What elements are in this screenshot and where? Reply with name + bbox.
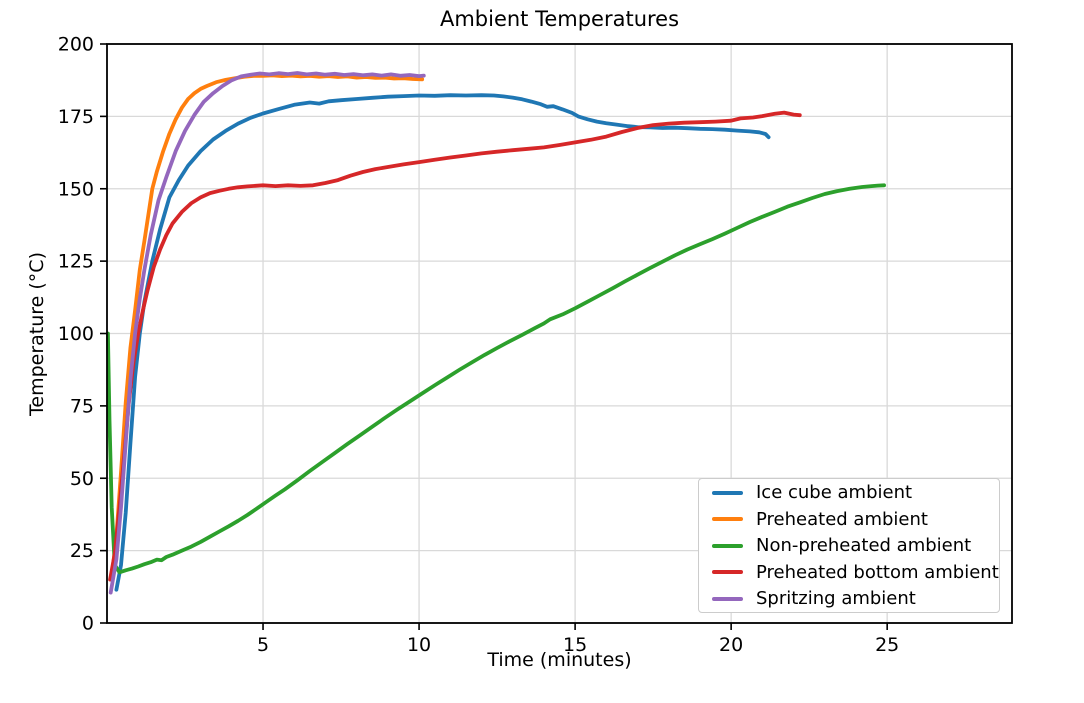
legend-line-swatch — [712, 570, 743, 574]
series-line-4 — [108, 110, 802, 582]
x-axis-label: Time (minutes) — [487, 649, 632, 671]
legend-label: Non-preheated ambient — [756, 535, 972, 556]
axis-ticks — [100, 43, 888, 630]
legend-item: Ice cube ambient — [699, 479, 999, 506]
x-tick-label: 15 — [563, 634, 587, 656]
y-tick-label: 200 — [58, 34, 94, 56]
x-tick-label: 10 — [407, 634, 431, 656]
legend-item: Preheated ambient — [699, 506, 999, 533]
legend-line-swatch — [712, 517, 743, 521]
legend-item: Preheated bottom ambient — [699, 559, 999, 586]
x-tick-label: 20 — [719, 634, 743, 656]
series-lines — [106, 71, 886, 595]
legend-line-swatch — [712, 490, 743, 495]
y-axis-label: Temperature (°C) — [26, 252, 48, 416]
series-line-3 — [106, 183, 886, 575]
legend-item: Spritzing ambient — [699, 585, 999, 612]
x-tick-label: 25 — [875, 634, 899, 656]
legend-label: Spritzing ambient — [756, 588, 916, 609]
chart-title: Ambient Temperatures — [439, 7, 680, 31]
legend-label: Preheated ambient — [756, 508, 928, 530]
legend: Ice cube ambient Preheated ambient Non-pre… — [698, 478, 1000, 613]
y-tick-label: 175 — [58, 106, 94, 128]
y-tick-label: 100 — [58, 323, 94, 345]
legend-line-swatch — [712, 543, 743, 548]
y-tick-label: 150 — [58, 178, 94, 200]
y-tick-label: 0 — [82, 613, 94, 635]
legend-label: Preheated bottom ambient — [756, 561, 999, 583]
y-tick-label: 50 — [70, 468, 94, 490]
legend-item: Non-preheated ambient — [699, 532, 999, 559]
series-line-5 — [108, 71, 426, 595]
y-tick-label: 25 — [70, 540, 94, 562]
x-tick-label: 5 — [257, 634, 269, 656]
series-line-1 — [114, 93, 771, 592]
legend-label: Ice cube ambient — [756, 482, 913, 503]
tick-labels: 5 10 15 20 25 0 25 50 75 100 125 150 175 200 — [58, 34, 900, 657]
y-tick-label: 75 — [70, 395, 94, 417]
legend-line-swatch — [712, 596, 743, 601]
y-tick-label: 125 — [58, 251, 94, 273]
